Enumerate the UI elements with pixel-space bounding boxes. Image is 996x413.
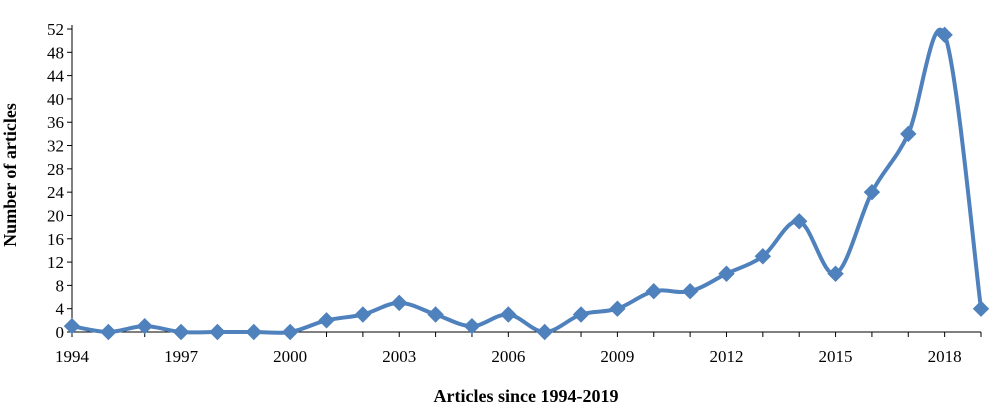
data-point-marker (172, 323, 190, 341)
y-tick-label: 52 (47, 20, 64, 39)
y-tick-label: 16 (47, 230, 64, 249)
data-point-marker (427, 306, 444, 323)
data-point-marker (281, 323, 299, 341)
data-point-marker (536, 323, 553, 341)
y-tick-label: 24 (47, 183, 65, 202)
data-point-marker (136, 317, 153, 335)
x-axis: 1994 1997 2000 2003 2006 2009 2012 2015 2018 (55, 331, 982, 366)
y-tick-label: 40 (47, 90, 64, 109)
y-tick-label: 48 (47, 43, 64, 62)
data-point-marker (63, 317, 81, 335)
series-layer (63, 26, 990, 341)
x-tick-label: 2015 (819, 347, 853, 366)
data-point-marker (681, 283, 699, 300)
x-tick-label: 1997 (164, 347, 199, 366)
y-axis-title: Number of articles (0, 103, 20, 247)
y-tick-label: 4 (56, 300, 65, 319)
data-point-marker (936, 26, 953, 44)
x-tick-label: 2009 (600, 347, 634, 366)
data-point-marker (754, 248, 772, 265)
x-tick-label: 2003 (382, 347, 416, 366)
data-point-marker (827, 265, 844, 282)
x-tick-label: 2000 (273, 347, 307, 366)
x-tick-label: 2018 (928, 347, 962, 366)
data-point-marker (209, 323, 226, 341)
data-point-marker (245, 323, 263, 341)
y-tick-label: 36 (47, 113, 64, 132)
data-point-marker (500, 306, 517, 323)
data-point-marker (790, 213, 808, 230)
y-tick-label: 44 (47, 67, 65, 86)
y-tick-label: 0 (56, 323, 65, 342)
x-tick-label: 1994 (55, 347, 90, 366)
data-point-marker (900, 125, 917, 143)
data-point-marker (463, 317, 481, 335)
data-point-marker (609, 300, 626, 317)
x-tick-label: 2006 (491, 347, 525, 366)
series-line (71, 27, 983, 335)
data-point-marker (645, 283, 662, 300)
y-tick-label: 12 (47, 253, 64, 272)
data-point-marker (391, 294, 408, 312)
y-tick-label: 32 (47, 137, 64, 156)
y-tick-label: 20 (47, 206, 64, 225)
x-tick-label: 2012 (709, 347, 743, 366)
data-point-marker (354, 306, 372, 323)
data-point-marker (318, 312, 335, 329)
data-point-marker (572, 306, 590, 323)
y-tick-label: 8 (56, 276, 65, 295)
x-axis-title: Articles since 1994-2019 (434, 386, 619, 406)
data-point-marker (863, 183, 881, 201)
data-point-marker (718, 265, 735, 282)
data-point-marker (100, 323, 117, 341)
data-point-marker (972, 300, 990, 317)
y-tick-label: 28 (47, 160, 64, 179)
